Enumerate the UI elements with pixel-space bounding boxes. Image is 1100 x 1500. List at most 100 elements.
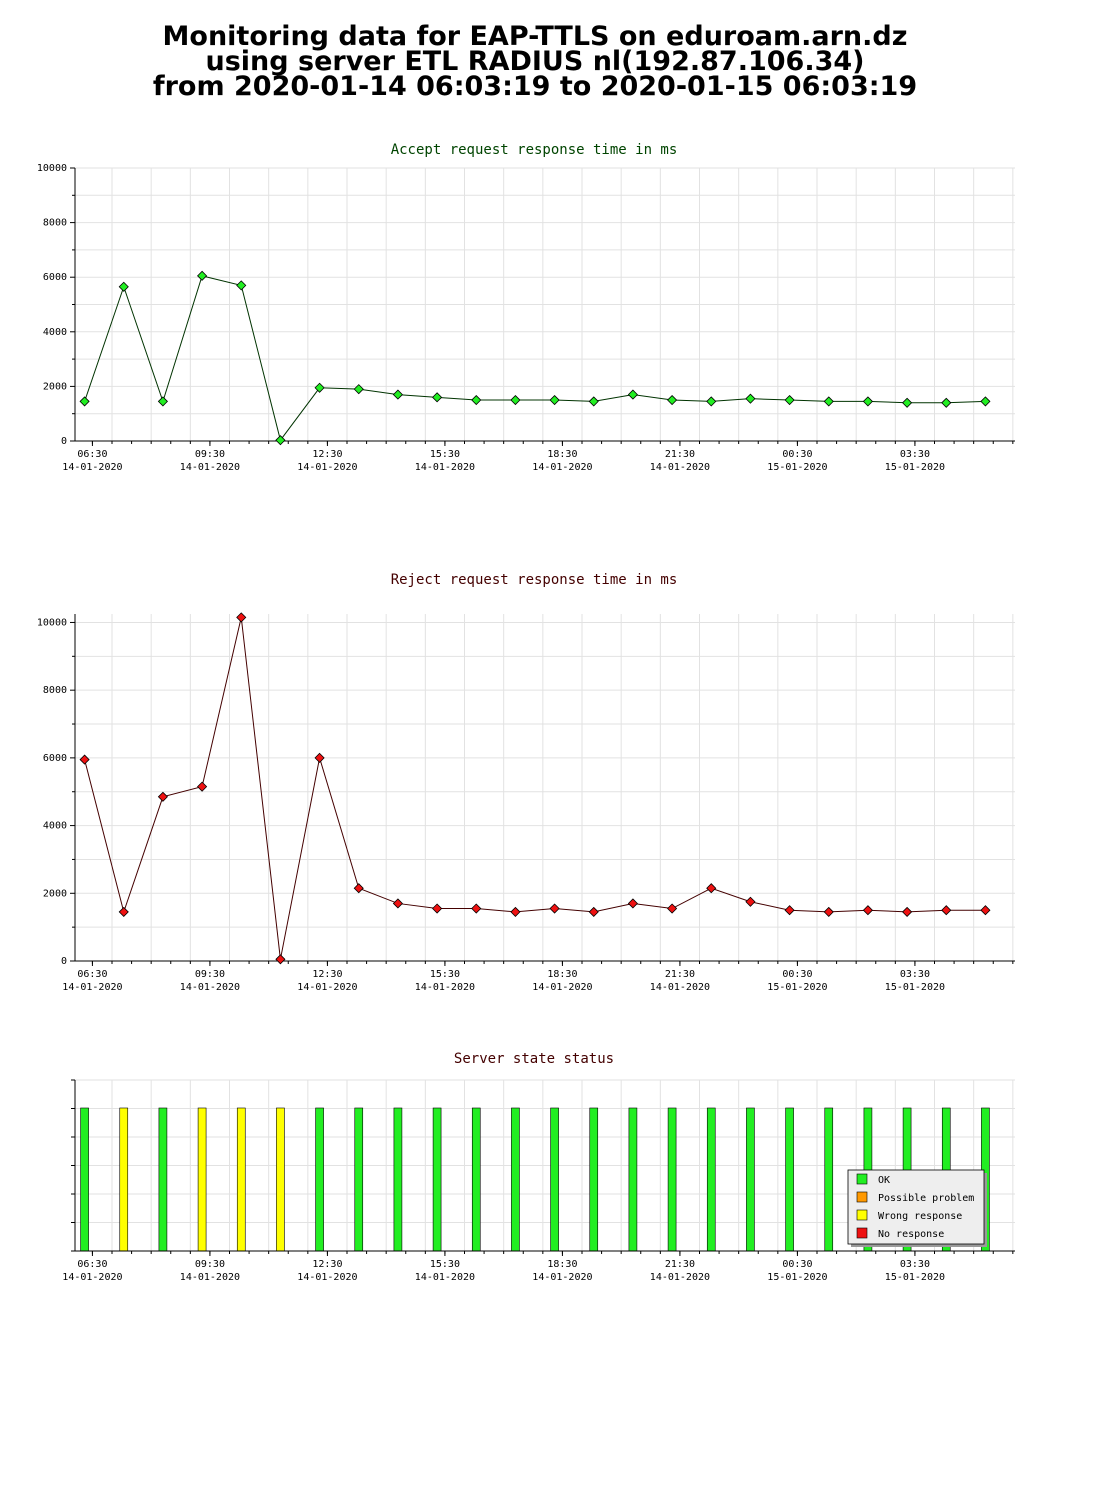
x-tick-time-label: 03:30: [900, 449, 930, 460]
data-point: [471, 394, 482, 406]
chart-title: Accept request response time in ms: [391, 142, 678, 158]
data-point: [862, 396, 873, 407]
x-tick-date-label: 14-01-2020: [297, 462, 357, 473]
data-point: [627, 898, 638, 909]
status-bar: [511, 1107, 520, 1252]
x-tick-time-label: 12:30: [312, 449, 342, 460]
y-tick-label: 0: [61, 436, 67, 447]
data-point: [392, 389, 403, 400]
x-tick-date-label: 14-01-2020: [415, 462, 475, 473]
status-bar: [80, 1107, 89, 1252]
x-tick-date-label: 14-01-2020: [532, 462, 592, 473]
status-bar: [393, 1107, 403, 1252]
data-point: [353, 883, 364, 894]
data-point: [118, 906, 129, 917]
x-tick-time-label: 18:30: [547, 969, 577, 980]
x-tick-time-label: 06:30: [77, 1259, 107, 1270]
x-tick-time-label: 00:30: [782, 449, 812, 460]
data-point: [432, 392, 443, 403]
status-bar: [471, 1107, 481, 1252]
data-point: [314, 382, 325, 393]
legend-label: Wrong response: [878, 1211, 962, 1222]
x-tick-date-label: 15-01-2020: [885, 982, 945, 993]
series-line: [84, 617, 986, 960]
status-bar: [197, 1107, 207, 1252]
x-tick-date-label: 14-01-2020: [415, 982, 475, 993]
y-tick-label: 4000: [43, 327, 67, 338]
data-point: [157, 396, 168, 407]
y-tick-label: 8000: [43, 685, 67, 696]
data-point: [118, 281, 129, 292]
status-bar: [236, 1107, 246, 1252]
data-point: [510, 906, 521, 917]
data-point: [706, 396, 717, 407]
data-point: [79, 396, 90, 407]
data-point: [862, 905, 873, 916]
data-point: [79, 754, 90, 765]
x-tick-time-label: 00:30: [782, 969, 812, 980]
x-tick-time-label: 15:30: [430, 969, 460, 980]
data-point: [627, 389, 638, 400]
page-title-line-1: Monitoring data for EAP-TTLS on eduroam.…: [162, 21, 908, 52]
x-tick-date-label: 14-01-2020: [62, 1272, 122, 1283]
data-point: [941, 397, 952, 408]
x-tick-time-label: 09:30: [195, 449, 225, 460]
y-tick-label: 6000: [43, 272, 67, 283]
data-point: [549, 903, 560, 914]
y-tick-label: 8000: [43, 218, 67, 229]
x-tick-date-label: 15-01-2020: [767, 982, 827, 993]
x-tick-time-label: 12:30: [312, 1259, 342, 1270]
data-point: [197, 270, 208, 281]
x-tick-time-label: 21:30: [665, 969, 695, 980]
data-point: [236, 612, 247, 623]
x-tick-time-label: 09:30: [195, 969, 225, 980]
data-point: [823, 396, 834, 407]
data-point: [667, 394, 678, 406]
status-bar: [628, 1107, 638, 1252]
data-point: [157, 791, 168, 802]
data-point: [823, 906, 834, 917]
x-tick-date-label: 15-01-2020: [767, 1272, 827, 1283]
y-tick-label: 10000: [37, 163, 67, 174]
x-tick-date-label: 14-01-2020: [650, 462, 710, 473]
y-tick-label: 2000: [43, 888, 67, 899]
x-tick-date-label: 14-01-2020: [62, 982, 122, 993]
x-tick-date-label: 14-01-2020: [180, 1272, 240, 1283]
x-tick-date-label: 14-01-2020: [532, 1272, 592, 1283]
x-tick-date-label: 14-01-2020: [532, 982, 592, 993]
y-tick-label: 4000: [43, 821, 67, 832]
chart-title: Reject request response time in ms: [391, 572, 678, 588]
x-tick-date-label: 15-01-2020: [767, 462, 827, 473]
data-point: [588, 906, 599, 917]
legend-label: OK: [878, 1175, 890, 1186]
x-tick-time-label: 12:30: [312, 969, 342, 980]
legend-swatch: [856, 1227, 868, 1239]
data-point: [902, 397, 913, 408]
legend-swatch: [856, 1209, 868, 1221]
data-point: [980, 905, 991, 916]
x-tick-date-label: 14-01-2020: [62, 462, 122, 473]
data-point: [314, 752, 325, 763]
page-title: Monitoring data for EAP-TTLS on eduroam.…: [0, 21, 1070, 102]
data-point: [588, 396, 599, 407]
x-tick-time-label: 15:30: [430, 449, 460, 460]
page-title-line-3: from 2020-01-14 06:03:19 to 2020-01-15 0…: [152, 71, 918, 102]
data-point: [902, 906, 913, 917]
legend-label: No response: [878, 1229, 944, 1240]
x-tick-time-label: 06:30: [77, 449, 107, 460]
x-tick-date-label: 14-01-2020: [297, 982, 357, 993]
status-bar: [315, 1107, 324, 1252]
x-tick-time-label: 00:30: [782, 1259, 812, 1270]
x-tick-date-label: 14-01-2020: [180, 982, 240, 993]
data-point: [549, 394, 560, 406]
data-point: [471, 903, 482, 914]
data-point: [353, 384, 364, 395]
x-tick-time-label: 21:30: [665, 1259, 695, 1270]
data-point: [510, 394, 521, 406]
status-bar: [550, 1107, 559, 1252]
x-tick-date-label: 14-01-2020: [415, 1272, 475, 1283]
data-point: [275, 954, 286, 965]
data-point: [784, 394, 795, 406]
status-bar: [432, 1107, 442, 1252]
